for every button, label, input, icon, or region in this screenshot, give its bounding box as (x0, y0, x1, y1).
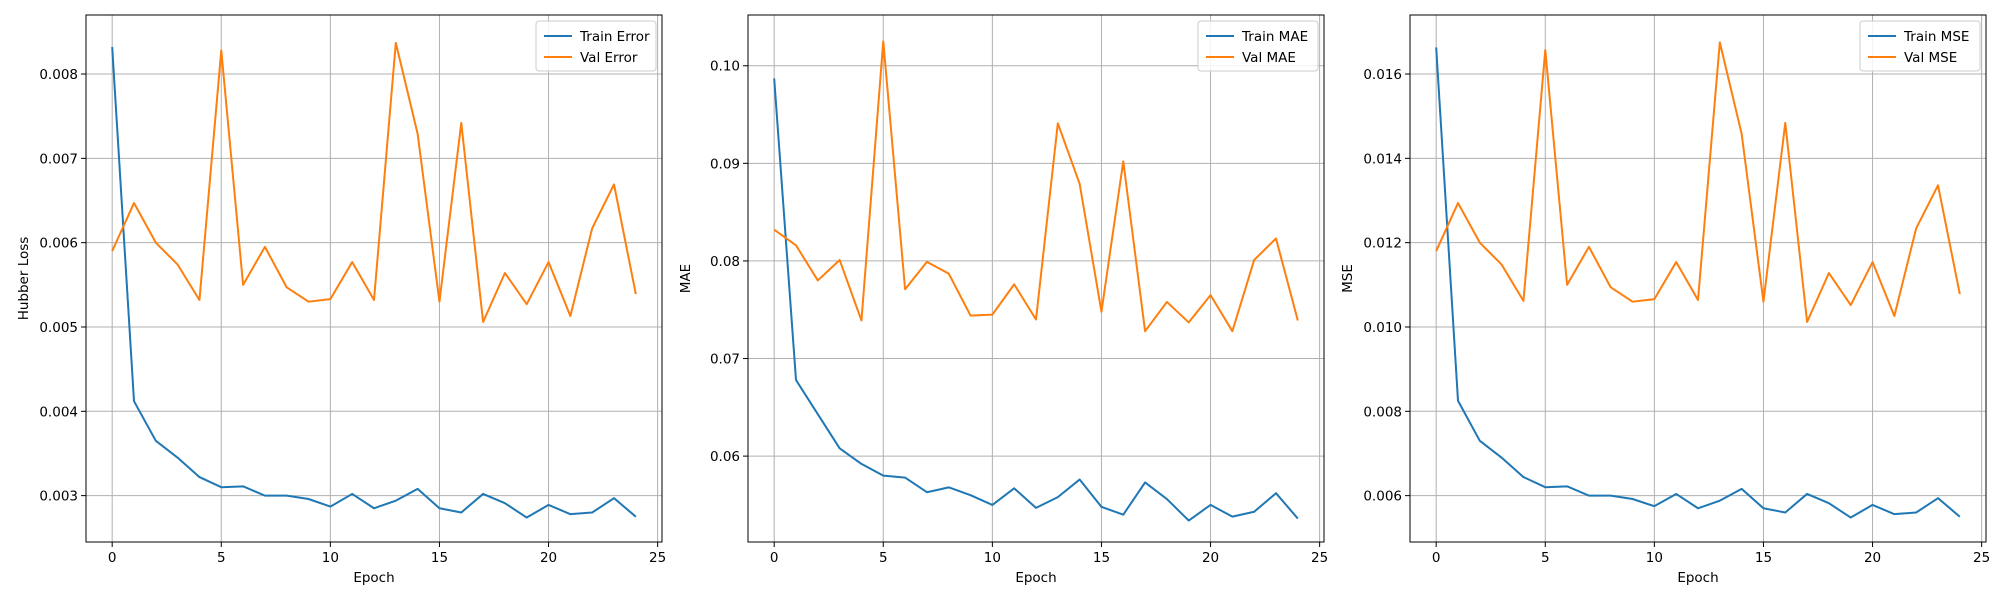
series-line-val (111, 41, 637, 323)
series-line-val (1435, 41, 1961, 323)
series-line-val (773, 40, 1299, 333)
y-tick-label: 0.010 (1363, 320, 1402, 336)
x-tick-label: 5 (217, 550, 226, 566)
axes-frame (747, 14, 1325, 543)
x-tick-label: 20 (540, 550, 557, 566)
x-tick-label: 10 (322, 550, 339, 566)
legend-label: Train MSE (1903, 29, 1969, 45)
y-tick-label: 0.012 (1363, 236, 1402, 252)
y-tick-label: 0.006 (39, 236, 78, 252)
series-line-train (773, 78, 1299, 522)
legend-box (535, 20, 657, 72)
y-tick-label: 0.014 (1363, 151, 1402, 167)
y-tick-label: 0.09 (710, 156, 740, 172)
legend-label: Val Error (580, 50, 638, 66)
x-tick-label: 5 (879, 550, 888, 566)
legend-label: Train MAE (1241, 29, 1308, 45)
y-tick-label: 0.007 (39, 151, 78, 167)
y-tick-label: 0.07 (710, 352, 740, 368)
y-axis-label: MAE (678, 264, 694, 293)
y-tick-label: 0.004 (39, 404, 78, 420)
y-tick-label: 0.008 (39, 67, 78, 83)
legend: Train MSE Val MSE (1859, 20, 1981, 72)
y-tick-label: 0.016 (1363, 67, 1402, 83)
legend-label: Val MSE (1904, 50, 1957, 66)
y-tick-label: 0.005 (39, 320, 78, 336)
legend: Train MAE Val MAE (1197, 20, 1319, 72)
legend-label: Train Error (579, 29, 650, 45)
y-axis-label: Hubber Loss (16, 237, 32, 321)
x-tick-label: 0 (770, 550, 779, 566)
y-axis-label: MSE (1340, 264, 1356, 293)
legend-box (1859, 20, 1981, 72)
y-tick-label: 0.06 (710, 449, 740, 465)
x-tick-label: 25 (1973, 550, 1990, 566)
chart-panel-3: 0 5 10 15 20 25 0.006 0.008 0.010 0.012 0.014 0.016… (1340, 14, 1990, 586)
x-tick-label: 10 (984, 550, 1001, 566)
x-tick-label: 20 (1202, 550, 1219, 566)
x-tick-label: 5 (1541, 550, 1550, 566)
y-tick-label: 0.006 (1363, 489, 1402, 505)
x-tick-label: 15 (431, 550, 448, 566)
chart-panel-2: 0 5 10 15 20 25 0.06 0.07 0.08 0.09 0.10 Epoch MAE Tr… (678, 14, 1328, 586)
x-axis-label: Epoch (353, 570, 394, 586)
y-tick-label: 0.008 (1363, 404, 1402, 420)
x-tick-label: 0 (108, 550, 117, 566)
x-tick-label: 20 (1864, 550, 1881, 566)
legend: Train Error Val Error (535, 20, 657, 72)
y-tick-label: 0.003 (39, 489, 78, 505)
x-axis-label: Epoch (1015, 570, 1056, 586)
series-line-train (111, 46, 637, 519)
y-tick-label: 0.08 (710, 254, 740, 270)
x-tick-label: 10 (1646, 550, 1663, 566)
chart-panel-1: 0 5 10 15 20 25 0.003 0.004 0.005 0.006 0.007 0.008… (16, 14, 666, 586)
legend-label: Val MAE (1242, 50, 1296, 66)
y-tick-label: 0.10 (710, 59, 740, 75)
x-axis-label: Epoch (1677, 570, 1718, 586)
axes-frame (85, 14, 663, 543)
x-tick-label: 15 (1755, 550, 1772, 566)
x-tick-label: 15 (1093, 550, 1110, 566)
axes-frame (1409, 14, 1987, 543)
legend-box (1197, 20, 1319, 72)
series-line-train (1435, 47, 1961, 519)
x-tick-label: 25 (1311, 550, 1328, 566)
x-tick-label: 25 (649, 550, 666, 566)
x-tick-label: 0 (1432, 550, 1441, 566)
